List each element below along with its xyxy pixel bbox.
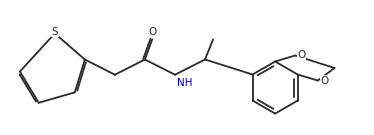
Text: NH: NH <box>177 77 192 87</box>
Text: S: S <box>52 27 58 37</box>
Text: O: O <box>148 27 156 37</box>
Text: O: O <box>298 50 306 60</box>
Text: O: O <box>320 75 328 85</box>
